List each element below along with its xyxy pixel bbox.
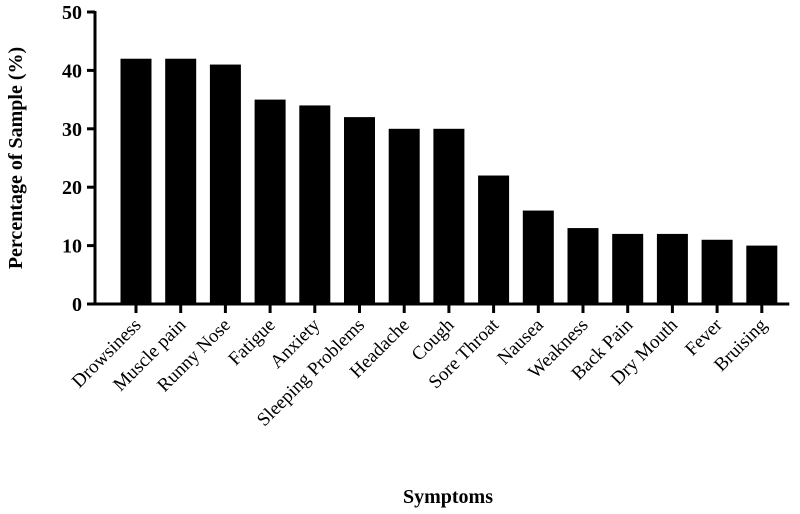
y-tick-label: 40 — [62, 60, 82, 82]
bar — [701, 239, 733, 304]
bar — [433, 128, 465, 304]
bar — [656, 233, 688, 304]
y-axis-title: Percentage of Sample (%) — [5, 47, 27, 269]
bar — [120, 58, 152, 304]
bar — [254, 99, 286, 304]
bar — [612, 233, 644, 304]
y-tick-label: 10 — [62, 236, 82, 258]
bar — [746, 245, 778, 304]
y-tick-label: 50 — [62, 2, 82, 24]
bar — [478, 175, 510, 304]
bars — [120, 58, 778, 305]
x-axis-title: Symptoms — [403, 486, 493, 508]
bar — [522, 210, 554, 304]
y-tick-label: 0 — [72, 294, 82, 316]
bar — [567, 228, 599, 304]
bar — [209, 64, 241, 304]
bar — [299, 105, 331, 304]
y-tick-label: 30 — [62, 119, 82, 141]
bar — [344, 117, 375, 305]
y-tick-label: 20 — [62, 177, 82, 199]
y-axis-ticks: 0 10 20 30 40 50 — [62, 2, 95, 316]
bar — [388, 128, 420, 304]
bar — [165, 58, 197, 304]
